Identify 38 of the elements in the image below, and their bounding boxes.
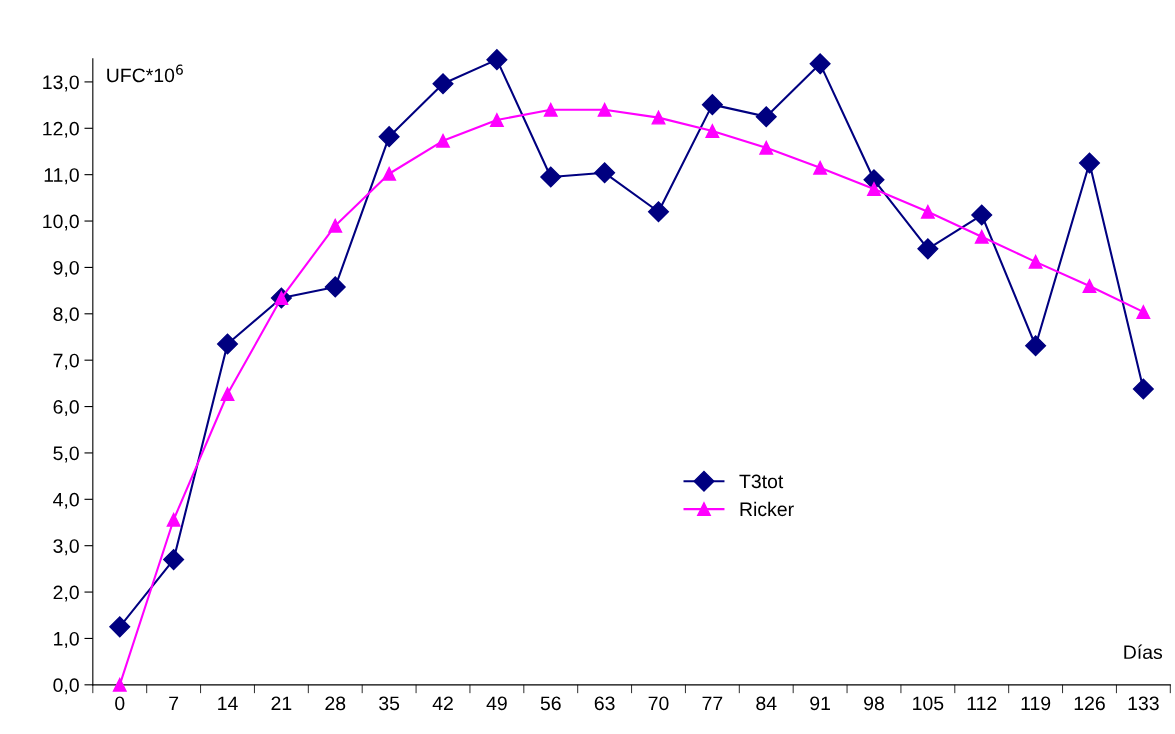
y-tick-label: 13,0 xyxy=(43,75,79,92)
y-tick-label: 8,0 xyxy=(53,307,79,324)
x-tick-label: 126 xyxy=(1074,696,1105,711)
y-tick-label: 7,0 xyxy=(53,353,79,370)
x-tick-label: 98 xyxy=(864,696,884,711)
x-tick-label: 133 xyxy=(1128,696,1159,711)
x-tick-label: 112 xyxy=(967,696,997,711)
y-tick-label: 1,0 xyxy=(54,631,79,648)
x-tick-label: 84 xyxy=(756,696,777,711)
x-tick-label: 14 xyxy=(218,696,238,711)
x-tick-label: 0 xyxy=(115,696,125,711)
x-tick-label: 105 xyxy=(913,696,944,711)
legend-label: T3tot xyxy=(739,474,784,489)
x-tick-label: 21 xyxy=(271,696,292,711)
y-tick-label: 4,0 xyxy=(53,492,79,509)
y-tick-label: 6,0 xyxy=(53,400,79,417)
y-tick-label: 5,0 xyxy=(53,446,79,463)
x-tick-label: 63 xyxy=(594,696,615,711)
x-tick-label: 70 xyxy=(648,696,669,711)
y-tick-label: 9,0 xyxy=(53,260,79,277)
x-axis-title: Días xyxy=(1124,644,1163,660)
x-tick-label: 91 xyxy=(810,696,830,711)
x-tick-label: 7 xyxy=(169,696,179,711)
x-tick-label: 42 xyxy=(432,696,453,711)
x-tick-label: 77 xyxy=(702,696,723,711)
x-tick-label: 56 xyxy=(540,696,561,711)
legend-label: Ricker xyxy=(740,501,794,517)
y-tick-label: 10,0 xyxy=(43,214,79,231)
y-tick-label: 12,0 xyxy=(43,121,79,138)
x-tick-label: 119 xyxy=(1021,696,1051,711)
y-tick-label: 2,0 xyxy=(53,585,79,602)
y-tick-label: 0,0 xyxy=(53,678,79,695)
x-tick-label: 49 xyxy=(486,696,507,711)
x-tick-label: 35 xyxy=(379,696,400,711)
y-tick-label: 3,0 xyxy=(53,539,79,556)
y-tick-label: 11,0 xyxy=(44,168,79,185)
y-axis-title: UFC*10$^{6}$ xyxy=(107,64,183,83)
x-tick-label: 28 xyxy=(325,696,346,711)
